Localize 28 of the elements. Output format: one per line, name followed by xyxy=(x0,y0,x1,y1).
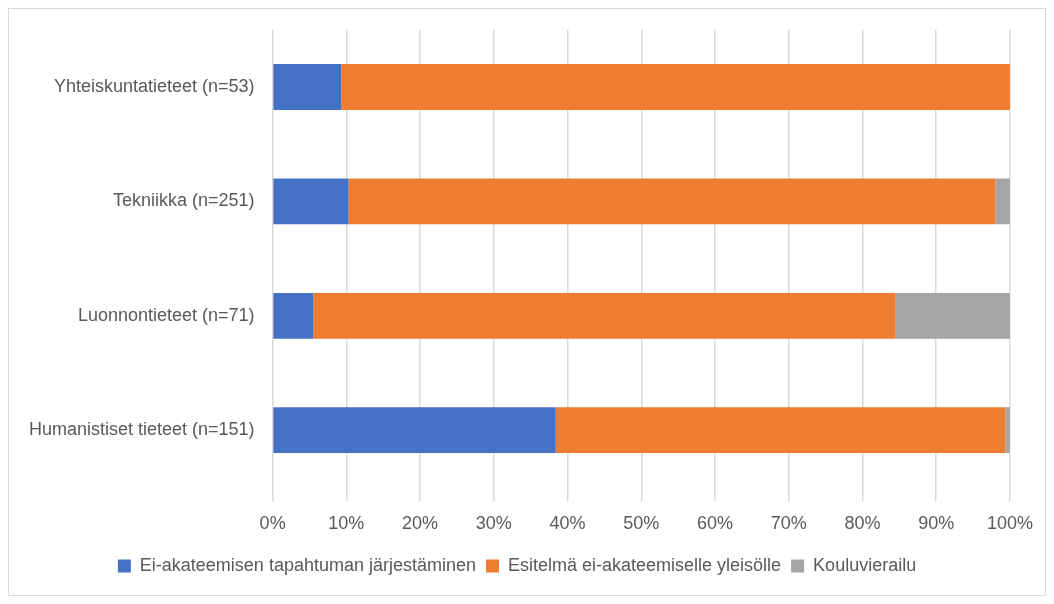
legend-label: Ei-akateemisen tapahtuman järjestäminen xyxy=(139,554,477,575)
bar xyxy=(273,178,349,225)
bar xyxy=(313,292,896,339)
x-tick-label: 70% xyxy=(770,513,807,534)
bar xyxy=(341,64,1010,110)
legend-label: Esitelmä ei-akateemiselle yleisölle xyxy=(508,554,782,575)
bar xyxy=(273,292,314,339)
x-tick-label: 0% xyxy=(259,513,286,534)
x-tick-label: 90% xyxy=(918,513,955,534)
bar xyxy=(555,407,1006,454)
x-tick-label: 40% xyxy=(549,513,586,534)
legend-label: Kouluvierailu xyxy=(813,554,917,575)
x-tick-label: 10% xyxy=(328,513,365,534)
bar xyxy=(273,64,342,110)
bar xyxy=(895,292,1010,339)
x-tick-label: 20% xyxy=(402,513,439,534)
bar xyxy=(348,178,996,225)
x-tick-label: 80% xyxy=(844,513,881,534)
y-tick-label: Tekniikka (n=251) xyxy=(113,190,255,211)
y-tick-label: Humanistiset tieteet (n=151) xyxy=(28,419,255,440)
x-tick-label: 50% xyxy=(623,513,660,534)
y-tick-label: Luonnontieteet (n=71) xyxy=(77,304,255,325)
bar xyxy=(995,178,1010,225)
x-tick-label: 100% xyxy=(986,513,1033,534)
y-tick-label: Yhteiskuntatieteet (n=53) xyxy=(53,75,255,96)
x-tick-label: 30% xyxy=(475,513,512,534)
bar xyxy=(273,407,556,454)
x-tick-label: 60% xyxy=(697,513,734,534)
